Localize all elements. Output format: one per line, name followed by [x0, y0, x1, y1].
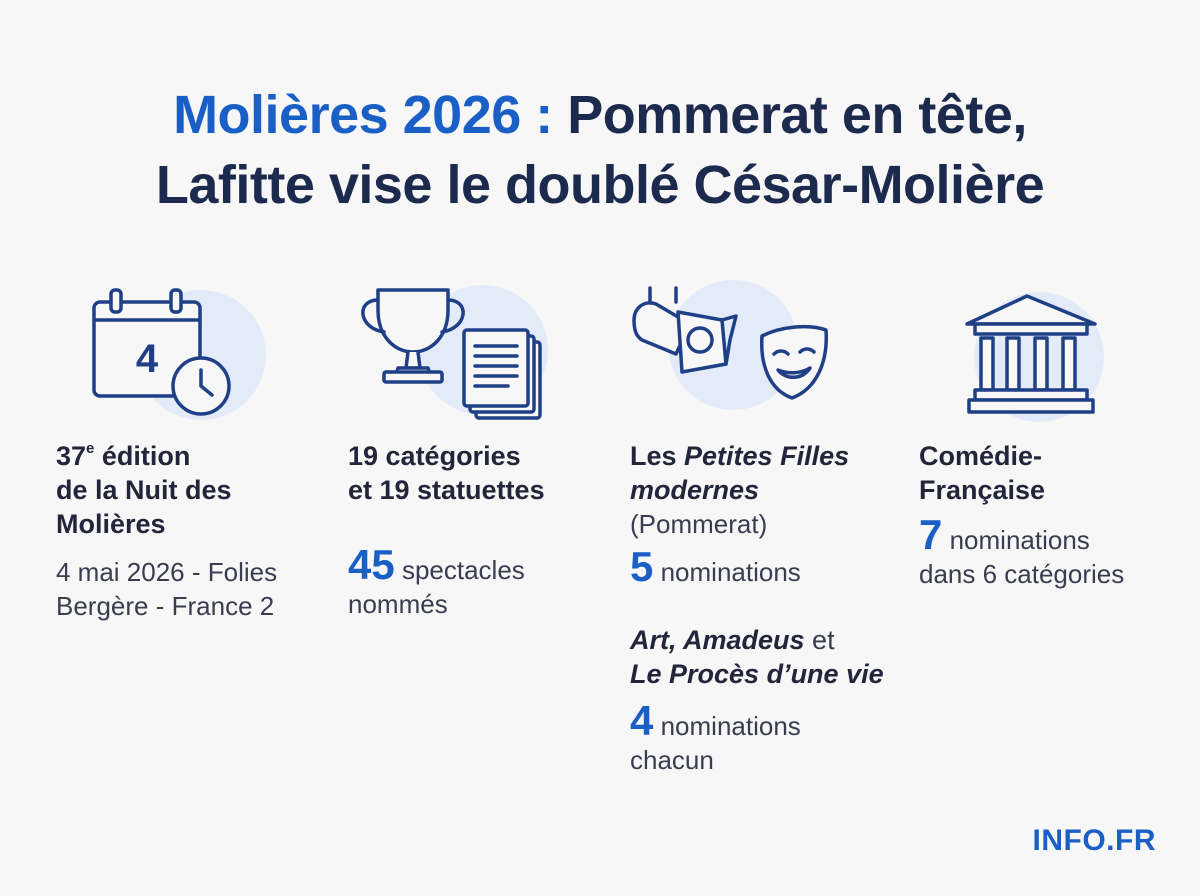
column-leaders: Les Petites Filles modernes (Pommerat) 5…: [630, 280, 900, 777]
cf-count: 7: [919, 511, 943, 558]
title-accent: Molières 2026 :: [173, 85, 553, 145]
runners-heading: Art, Amadeus et Le Procès d’une vie: [630, 625, 884, 689]
leader-stat: 5 nominations: [630, 543, 801, 590]
runners-stat: 4 nominations chacun: [630, 697, 801, 776]
column-edition: 4 37e édition de la Nuit des Molières 4 …: [56, 280, 326, 623]
title-line2: Lafitte vise le doublé César-Molière: [155, 155, 1045, 215]
calendar-clock-icon: 4: [56, 280, 326, 425]
page-title: Molières 2026 : Pommerat en tête, Lafitt…: [0, 80, 1200, 220]
leader-heading: Les Petites Filles modernes: [630, 441, 850, 505]
edition-details: 4 mai 2026 - Folies Bergère - France 2: [56, 557, 278, 621]
leader-author: (Pommerat): [630, 509, 768, 539]
spotlight-theater-mask-icon: [630, 280, 900, 425]
edition-heading: 37e édition de la Nuit des Molières: [56, 440, 232, 539]
leader-count: 5: [630, 543, 654, 590]
brand-logo: INFO.FR: [1032, 824, 1156, 857]
cf-stat: 7 nominations dans 6 catégories: [919, 511, 1125, 590]
cf-heading: Comédie- Française: [919, 441, 1046, 505]
shows-stat: 45 spectacles nommés: [348, 541, 525, 620]
column-categories: 19 catégories et 19 statuettes 45 specta…: [348, 280, 618, 621]
trophy-documents-icon: [348, 280, 618, 425]
classical-building-icon: [919, 280, 1189, 425]
shows-count: 45: [348, 541, 395, 588]
runners-count: 4: [630, 697, 654, 744]
categories-heading: 19 catégories et 19 statuettes: [348, 441, 545, 505]
title-rest: Pommerat en tête,: [552, 85, 1027, 145]
column-comedie-francaise: Comédie- Française 7 nominations dans 6 …: [919, 280, 1189, 591]
calendar-day: 4: [136, 337, 159, 381]
